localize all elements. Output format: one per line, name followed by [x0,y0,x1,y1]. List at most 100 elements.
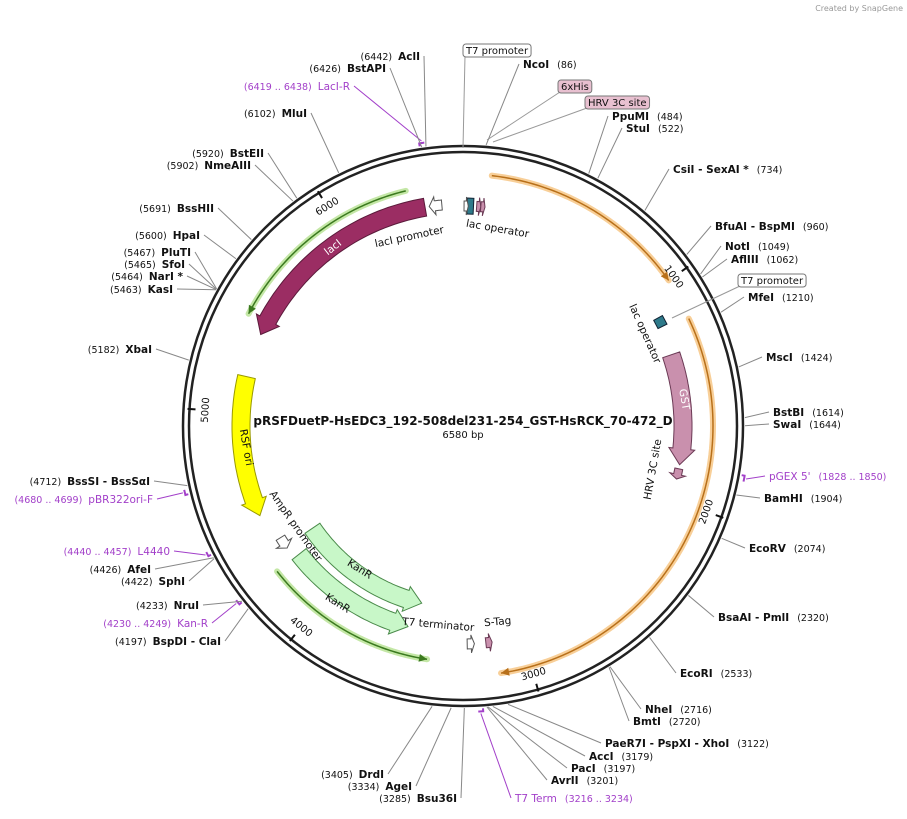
feature-label: lac operator [465,218,530,241]
site-position: (734) [757,165,783,176]
leader-line [671,285,741,319]
site-leader [608,667,630,722]
site-leader [688,595,715,618]
site-label: MscI (1424) [766,352,832,364]
site-label: (5463) KasI [110,284,173,296]
site-label: (5920) BstEII [192,148,264,160]
site-label: (4712) BssSI - BssSαI [30,476,150,488]
site-label: (5182) XbaI [88,344,152,356]
site-name: DrdI [359,769,384,781]
site-label: BamHI (1904) [764,493,842,505]
green-arc-head [248,304,256,314]
site-position: (6442) [361,52,393,63]
site-leader [415,707,452,787]
leader-line [486,91,561,141]
site-leader [588,115,609,174]
site-leader [744,411,770,419]
site-name: NcoI [523,59,549,71]
site-leader [460,707,465,799]
orange-arc [491,174,670,281]
site-leader [597,127,623,179]
site-position: (4712) [30,477,62,488]
site-label: BstBI (1614) [773,407,844,419]
site-label: EcoRI (2533) [680,668,752,680]
boxed-label: T7 promoter [737,273,807,288]
laci-arrow [255,197,428,336]
site-name: BssSI - BssSαI [67,476,150,488]
green-arc [247,190,406,315]
boxed-label-text: T7 promoter [740,276,804,287]
primer-mark [183,489,189,497]
site-name: AfeI [127,564,151,576]
feature-label: T7 terminator [401,616,476,634]
site-leader [487,706,568,769]
primer-label: (6419 .. 6438) LacI-R [244,81,350,93]
kanr-arrow [304,522,423,613]
green-arc-head [418,654,428,662]
primer-leader [156,492,183,500]
site-label: (5464) NarI * [111,271,183,283]
primer-range: (4680 .. 4699) [14,495,82,506]
site-name: SwaI [773,419,801,431]
site-name: CsiI - SexAI * [673,164,749,176]
site-leader [486,706,548,781]
site-position: (6102) [244,109,276,120]
tick-label: 4000 [288,615,315,640]
primer-label: (4230 .. 4249) Kan-R [103,618,208,630]
tick-mark [535,683,540,692]
primer-range: (1828 .. 1850) [819,472,887,483]
primer-mark [418,141,425,147]
tick-mark [681,265,689,272]
gst-arrow [662,351,696,466]
site-label: EcoRV (2074) [749,543,825,555]
site-name: HpaI [173,230,200,242]
ampr-promoter-arrow [274,534,293,549]
site-label: (6426) BstAPI [309,63,386,75]
site-leader [387,706,433,775]
site-leader [154,557,214,570]
site-position: (1049) [758,242,790,253]
site-name: AclI [398,51,420,63]
site-position: (3197) [604,764,636,775]
site-name: NmeAIII [204,160,251,172]
site-label: PacI (3197) [571,763,635,775]
site-name: PluTI [161,247,191,259]
site-leader [224,608,249,642]
site-name: BssHII [177,203,214,215]
primer-name: Kan-R [177,618,208,630]
primer-leader [173,550,206,556]
s-tag-arrow [484,633,493,652]
site-leader [217,207,252,241]
feature-label: S-Tag [484,615,512,629]
feature-label: HRV 3C site [642,438,664,501]
plasmid-length: 6580 bp [442,430,483,441]
primer-mark [235,599,243,606]
boxed-label-text: 6xHis [561,82,589,93]
site-name: MluI [282,108,307,120]
t7-terminator-arrow [466,634,475,653]
label-box [737,273,807,288]
site-leader [176,288,217,291]
leader-line [462,55,466,149]
site-leader [188,558,215,582]
site-position: (5691) [139,204,171,215]
credit: Created by SnapGene [815,4,903,13]
site-label: BmtI (2720) [633,716,700,728]
site-label: AflIII (1062) [731,254,798,266]
site-name: AflIII [731,254,759,266]
site-position: (1210) [782,293,814,304]
site-leader [202,600,243,606]
site-label: AccI (3179) [589,751,653,763]
site-position: (86) [557,60,577,71]
green-arc [276,570,428,660]
primer-mark [741,474,746,482]
primer-label: pGEX 5' (1828 .. 1850) [769,471,886,483]
site-position: (5920) [192,149,224,160]
site-label: (4422) SphI [121,576,185,588]
site-leader [744,423,770,427]
site-label: MfeI (1210) [748,292,814,304]
site-leader [644,168,670,211]
site-label: (4233) NruI [136,600,199,612]
site-name: AccI [589,751,613,763]
site-name: PacI [571,763,596,775]
